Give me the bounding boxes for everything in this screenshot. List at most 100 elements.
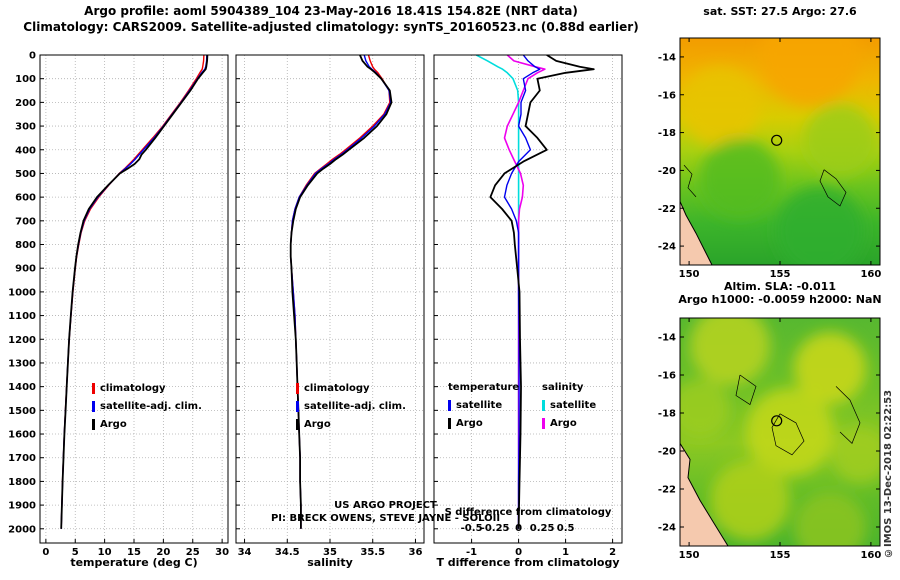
legend-label: climatology bbox=[100, 382, 166, 394]
temperature-legend: climatology satellite-adj. clim. Argo bbox=[92, 382, 202, 430]
lon-tick-label: 160 bbox=[860, 269, 881, 280]
contour-line bbox=[735, 374, 757, 406]
x-tick-label: 30 bbox=[215, 547, 229, 558]
legend-label: satellite-adj. clim. bbox=[304, 400, 406, 412]
contour-line bbox=[771, 413, 805, 456]
s-difference-axis-label: S difference from climatology bbox=[444, 507, 612, 518]
lat-tick-label: -20 bbox=[658, 166, 676, 177]
sst-map-title: sat. SST: 27.5 Argo: 27.6 bbox=[703, 5, 857, 18]
coastline bbox=[680, 201, 713, 265]
field-blob bbox=[804, 104, 876, 177]
depth-tick-label: 100 bbox=[15, 74, 36, 85]
satellite-adj-swatch bbox=[296, 400, 299, 412]
legend-label: satellite-adj. clim. bbox=[100, 400, 202, 412]
sst-map: 150 155 160 -14 -16 -18 -20 -22 -24 bbox=[658, 37, 881, 280]
depth-tick-label: 1600 bbox=[8, 430, 36, 441]
project-credit-line1: US ARGO PROJECT bbox=[334, 500, 437, 511]
legend-label: satellite bbox=[456, 399, 503, 411]
legend-header-salinity: salinity bbox=[542, 381, 584, 393]
satellite-adj-swatch bbox=[92, 400, 95, 412]
depth-tick-label: 1800 bbox=[8, 477, 36, 488]
field-blob bbox=[680, 379, 730, 440]
x-tick-label: 1 bbox=[562, 547, 569, 558]
contour-line bbox=[819, 169, 847, 207]
figure-title: Argo profile: aoml 5904389_104 23-May-20… bbox=[84, 4, 578, 18]
argo-line bbox=[60, 55, 209, 529]
t-argo-swatch bbox=[448, 417, 451, 429]
legend-label: satellite bbox=[550, 399, 597, 411]
field-blob bbox=[832, 426, 880, 483]
s-axis-tick-label: 0.25 bbox=[530, 523, 555, 534]
depth-tick-label: 300 bbox=[15, 122, 36, 133]
sla-map-title-line1: Altim. SLA: -0.011 bbox=[723, 280, 837, 293]
lon-tick-label: 150 bbox=[679, 550, 700, 561]
x-tick-label: -1 bbox=[466, 547, 477, 558]
imos-watermark: ©IMOS 13-Dec-2018 02:22:53 bbox=[883, 389, 894, 558]
lat-tick-label: -14 bbox=[658, 52, 676, 63]
s-axis-tick-label: 0 bbox=[515, 523, 522, 534]
lon-tick-label: 150 bbox=[679, 269, 700, 280]
lat-tick-label: -22 bbox=[658, 485, 676, 496]
s-argo-swatch bbox=[542, 417, 545, 429]
legend-label: Argo bbox=[304, 418, 331, 430]
legend-item-climatology: climatology bbox=[296, 382, 406, 394]
lat-tick-label: -18 bbox=[658, 128, 676, 139]
float-location-marker bbox=[771, 415, 783, 427]
x-tick-label: 25 bbox=[186, 547, 200, 558]
x-tick-label: 34.5 bbox=[275, 547, 300, 558]
x-tick-label: 20 bbox=[156, 547, 170, 558]
lat-tick-label: -24 bbox=[658, 523, 676, 534]
x-tick-label: 34 bbox=[238, 547, 252, 558]
field-blob bbox=[710, 460, 790, 541]
lat-tick-label: -22 bbox=[658, 204, 676, 215]
depth-tick-label: 1900 bbox=[8, 501, 36, 512]
panel-border bbox=[433, 54, 623, 544]
land-area bbox=[680, 443, 728, 546]
sla-map-title-line2: Argo h1000: -0.0059 h2000: NaN bbox=[678, 293, 882, 306]
field-blob bbox=[776, 186, 864, 265]
lat-tick-label: -20 bbox=[658, 447, 676, 458]
salinity-legend: climatology satellite-adj. clim. Argo bbox=[296, 382, 406, 430]
climatology-swatch bbox=[296, 382, 299, 394]
x-tick-label: 0 bbox=[42, 547, 49, 558]
argo-swatch bbox=[296, 418, 299, 430]
salinity-axis-label: salinity bbox=[307, 556, 353, 569]
sla-map: 150 155 160 -14 -16 -18 -20 -22 -24 bbox=[658, 317, 881, 561]
x-tick-label: 15 bbox=[127, 547, 141, 558]
legend-item-climatology: climatology bbox=[92, 382, 202, 394]
depth-tick-label: 1100 bbox=[8, 311, 36, 322]
field-blob bbox=[760, 38, 860, 107]
legend-header-temperature: temperature bbox=[448, 381, 520, 393]
depth-tick-label: 0 bbox=[29, 51, 36, 62]
depth-tick-label: 900 bbox=[15, 264, 36, 275]
t-difference-axis-label: T difference from climatology bbox=[436, 556, 620, 569]
contour-line bbox=[835, 386, 861, 445]
s-satellite-swatch bbox=[542, 399, 545, 411]
x-tick-label: 35.5 bbox=[360, 547, 385, 558]
lon-tick-label: 155 bbox=[770, 550, 791, 561]
temperature-argo-line bbox=[489, 55, 595, 529]
t-satellite-swatch bbox=[448, 399, 451, 411]
depth-tick-label: 200 bbox=[15, 98, 36, 109]
lat-tick-label: -18 bbox=[658, 409, 676, 420]
legend-item-argo: Argo bbox=[92, 418, 202, 430]
difference-legend: temperature salinity satellite satellite A… bbox=[448, 381, 596, 435]
lat-tick-label: -16 bbox=[658, 90, 676, 101]
field-blob bbox=[794, 332, 866, 405]
difference-panel: -1 0 1 2 -0.5-0.25 0 0.25 0.5 bbox=[433, 54, 623, 558]
lat-tick-label: -14 bbox=[658, 333, 676, 344]
depth-tick-label: 1200 bbox=[8, 335, 36, 346]
field-blob bbox=[746, 388, 834, 476]
x-tick-label: 35 bbox=[323, 547, 337, 558]
depth-tick-label: 1500 bbox=[8, 406, 36, 417]
argo-swatch bbox=[92, 418, 95, 430]
lat-tick-label: -16 bbox=[658, 371, 676, 382]
depth-tick-label: 1300 bbox=[8, 358, 36, 369]
field-blob bbox=[690, 318, 770, 386]
field-blob bbox=[794, 491, 866, 546]
temperature-panel: 0 5 10 15 20 25 300100200300400500600700800900… bbox=[8, 51, 229, 559]
depth-tick-label: 600 bbox=[15, 193, 36, 204]
depth-tick-label: 800 bbox=[15, 240, 36, 251]
